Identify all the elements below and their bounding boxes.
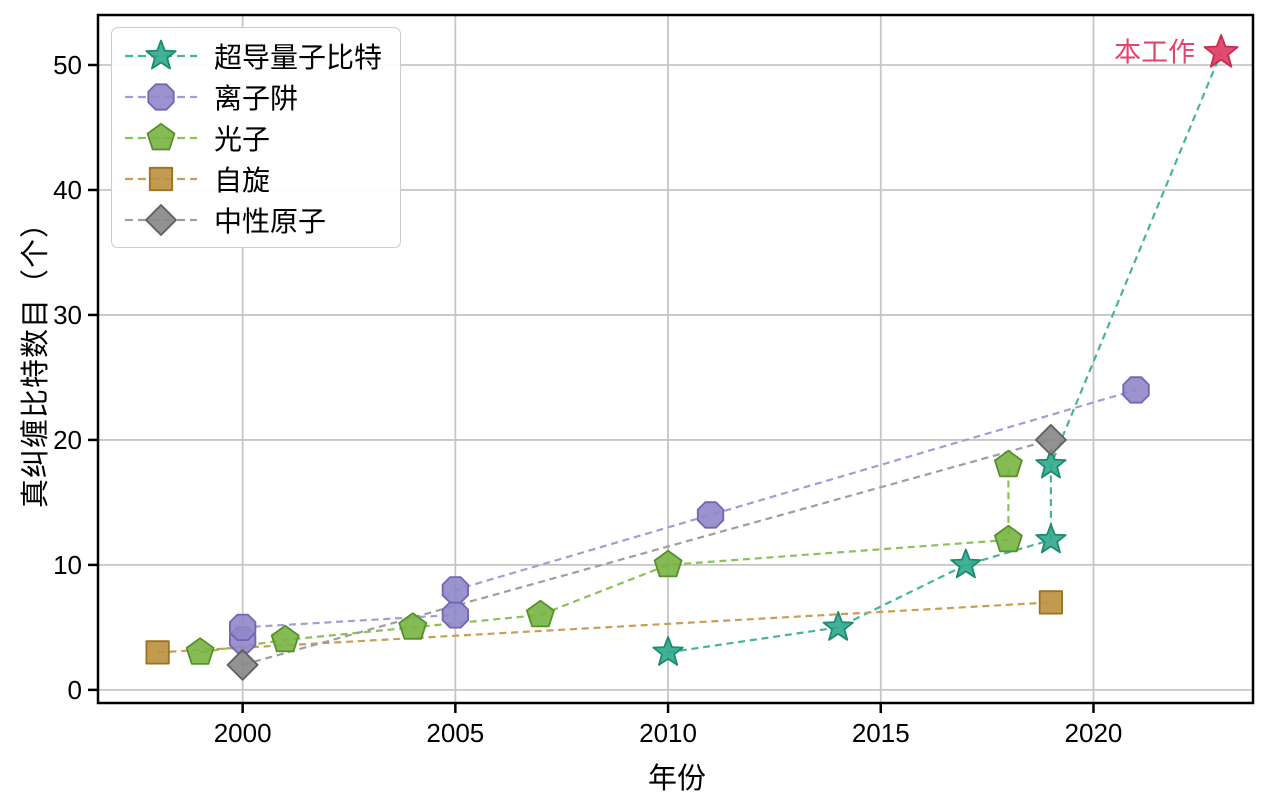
- legend-item-label: 离子阱: [214, 82, 299, 114]
- highlight-star-marker: [1203, 34, 1239, 68]
- x-tick-label: 2015: [852, 718, 910, 748]
- data-point: [1035, 448, 1067, 479]
- data-point: [994, 524, 1023, 553]
- data-point: [228, 613, 257, 641]
- data-point: [270, 624, 300, 653]
- legend-swatch-canvas: [125, 122, 197, 150]
- legend-marker: [145, 39, 177, 69]
- x-axis-label: 年份: [647, 763, 707, 795]
- annotation-label: 本工作: [1114, 37, 1195, 67]
- series-line-2: [199, 464, 1010, 654]
- data-point: [226, 649, 259, 681]
- diamond-marker-icon: [122, 201, 200, 239]
- data-point: [1122, 376, 1150, 404]
- data-point: [185, 637, 215, 665]
- series-line-0: [667, 52, 1223, 654]
- data-point: [1035, 523, 1067, 554]
- data-point: [526, 599, 555, 628]
- series-line-1: [241, 388, 1137, 640]
- legend-swatch-canvas: [125, 203, 197, 236]
- y-tick-label: 40: [53, 175, 82, 205]
- data-point: [653, 549, 683, 578]
- data-point: [441, 576, 470, 604]
- data-point: [652, 636, 684, 666]
- data-point: [441, 601, 470, 629]
- legend-swatch-canvas: [125, 82, 197, 111]
- legend-item-label: 中性原子: [214, 205, 327, 237]
- data-point: [1038, 590, 1063, 615]
- x-tick-label: 2020: [1065, 718, 1123, 748]
- legend-item-ion-trap: 离子阱: [122, 76, 382, 117]
- octagon-marker-icon: [122, 78, 200, 116]
- x-tick-label: 2005: [426, 718, 484, 748]
- data-point: [950, 548, 982, 579]
- star-marker-icon: [122, 37, 200, 75]
- y-tick-label: 50: [53, 50, 82, 80]
- legend-item-label: 超导量子比特: [214, 41, 383, 73]
- square-marker-icon: [122, 160, 200, 198]
- legend-swatch-canvas: [125, 166, 197, 191]
- data-point: [1035, 423, 1067, 456]
- y-axis-label: 真纠缠比特数目（个）: [20, 207, 52, 509]
- data-point: [145, 640, 170, 665]
- y-tick-label: 0: [68, 675, 82, 705]
- data-point: [994, 449, 1023, 478]
- pentagon-marker-icon: [122, 119, 200, 157]
- plot-frame: [96, 13, 1255, 705]
- data-point: [696, 501, 725, 529]
- data-point: [398, 612, 428, 640]
- legend-item-label: 光子: [214, 123, 271, 155]
- y-tick-label: 30: [53, 300, 82, 330]
- legend-item-photon: 光子: [122, 117, 382, 158]
- legend-box: 超导量子比特 离子阱 光子 自旋 中性原子: [111, 27, 402, 248]
- legend-item-label: 自旋: [214, 164, 271, 196]
- legend-swatch-canvas: [125, 39, 197, 69]
- legend-item-neutral-atom: 中性原子: [122, 199, 382, 240]
- y-tick-label: 20: [53, 425, 82, 455]
- series-line-4: [242, 438, 1052, 666]
- legend-marker: [145, 203, 177, 236]
- y-tick-label: 10: [53, 550, 82, 580]
- legend-marker: [148, 166, 174, 191]
- legend-item-spin: 自旋: [122, 158, 382, 199]
- x-tick-label: 2010: [639, 718, 697, 748]
- legend-item-superconducting: 超导量子比特: [122, 35, 382, 76]
- data-point: [822, 611, 854, 641]
- legend-marker: [147, 82, 175, 111]
- legend-marker: [146, 122, 176, 150]
- x-tick-label: 2000: [214, 718, 272, 748]
- series-line-3: [157, 601, 1051, 654]
